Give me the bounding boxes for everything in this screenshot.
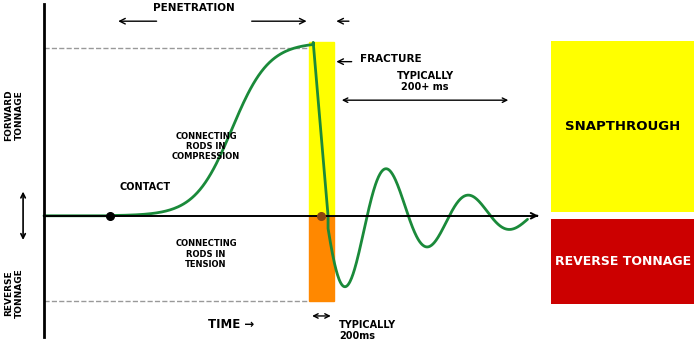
Text: SNAPTHROUGH: SNAPTHROUGH: [565, 120, 680, 133]
Text: FORWARD
TONNAGE: FORWARD TONNAGE: [4, 90, 23, 142]
Text: CONTACT: CONTACT: [120, 182, 171, 192]
Text: TIME →: TIME →: [208, 318, 254, 331]
Text: TYPICALLY
200ms
or less: TYPICALLY 200ms or less: [339, 320, 396, 341]
Bar: [309, 42, 333, 216]
Text: FRACTURE: FRACTURE: [360, 54, 421, 64]
Bar: [309, 216, 333, 300]
Text: REVERSE
TONNAGE: REVERSE TONNAGE: [4, 268, 23, 318]
Text: REVERSE TONNAGE: REVERSE TONNAGE: [554, 255, 691, 268]
Text: PENETRATION: PENETRATION: [153, 3, 234, 14]
Text: CONNECTING
RODS IN
COMPRESSION: CONNECTING RODS IN COMPRESSION: [172, 132, 240, 161]
Text: TYPICALLY
200+ ms: TYPICALLY 200+ ms: [396, 71, 454, 92]
Text: CONNECTING
RODS IN
TENSION: CONNECTING RODS IN TENSION: [175, 239, 237, 269]
